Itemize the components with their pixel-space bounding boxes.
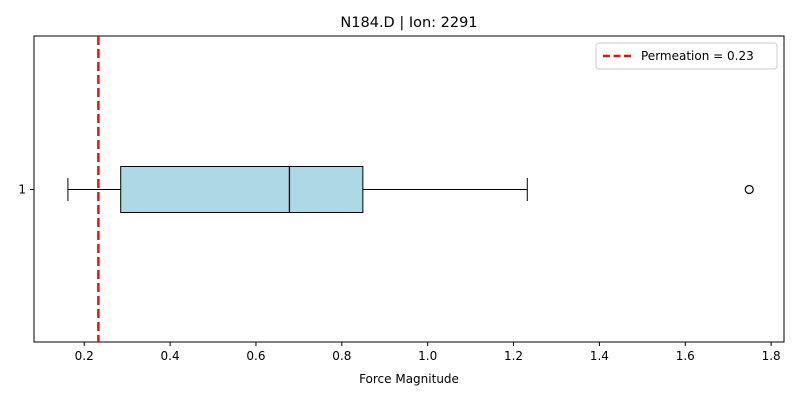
x-tick-label: 1.4: [590, 349, 609, 363]
y-axis-ticks: 1: [18, 183, 34, 197]
x-tick-label: 1.2: [504, 349, 523, 363]
x-tick-label: 0.4: [161, 349, 180, 363]
x-tick-label: 0.2: [75, 349, 94, 363]
x-tick-label: 0.8: [332, 349, 351, 363]
x-tick-label: 0.6: [246, 349, 265, 363]
iqr-box: [120, 166, 364, 213]
legend-entry-permeation: Permeation = 0.23: [641, 49, 754, 63]
legend: Permeation = 0.23: [595, 42, 778, 70]
x-tick-label: 1.0: [418, 349, 437, 363]
x-axis-ticks: 0.2 0.4 0.6 0.8 1.0 1.2 1.4 1.6 1.8: [75, 342, 781, 363]
x-tick-label: 1.8: [762, 349, 781, 363]
box-plot-series: [67, 166, 754, 213]
x-axis-title: Force Magnitude: [359, 372, 459, 386]
legend-box: [595, 42, 778, 70]
outlier-point: [744, 184, 754, 195]
chart-title: N184.D | Ion: 2291: [340, 15, 477, 31]
x-tick-label: 1.6: [676, 349, 695, 363]
y-tick-label: 1: [18, 183, 26, 197]
